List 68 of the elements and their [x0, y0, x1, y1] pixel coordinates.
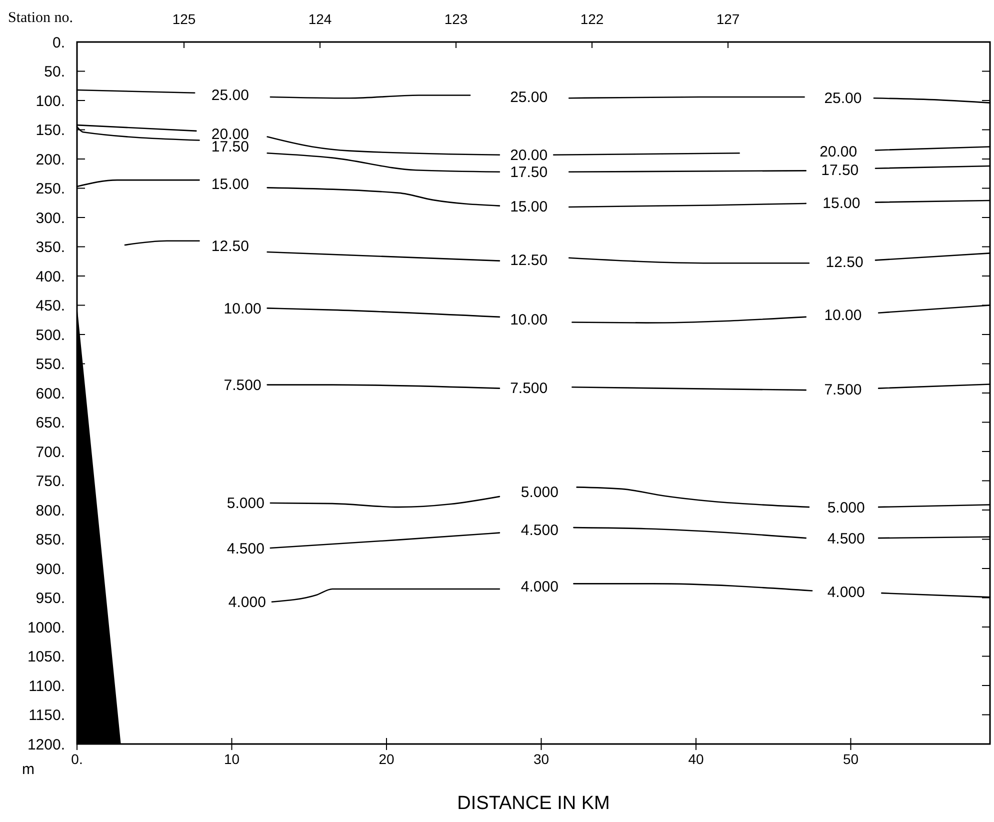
x-tick-label: 50 — [842, 751, 859, 767]
y-tick-label: 500. — [36, 326, 65, 344]
series-label: 7.500 — [224, 377, 262, 394]
y-tick-label: 950. — [36, 590, 65, 607]
text: 4.000 — [520, 578, 558, 596]
y-tick-label: 800. — [36, 502, 65, 520]
y-tick-label: 350. — [36, 239, 65, 256]
text: 15.00 — [211, 176, 249, 193]
series-label: 17.50 — [510, 164, 548, 182]
text: 4.500 — [520, 522, 558, 540]
x-axis-title: DISTANCE IN KM — [457, 793, 610, 814]
y-tick-label: 750. — [36, 473, 65, 490]
y-tick-label: 1050. — [27, 648, 65, 666]
series-label: 15.00 — [510, 198, 548, 216]
series-label: 10.00 — [224, 300, 262, 318]
y-tick-label: 850. — [36, 532, 65, 548]
y-tick-label: 700. — [36, 444, 65, 461]
y-tick-label: 200. — [36, 151, 65, 168]
y-tick-label: 0. — [52, 34, 65, 52]
text: 125 — [172, 11, 196, 27]
text: 25.00 — [211, 87, 249, 104]
text: 123 — [444, 11, 468, 27]
x-tick-label: 0. — [71, 751, 83, 767]
y-tick-label: 650. — [36, 414, 65, 432]
text: 17.50 — [211, 138, 249, 156]
text: 7.500 — [824, 381, 862, 398]
text: 12.50 — [211, 238, 249, 256]
text: 4.000 — [827, 584, 865, 602]
y-tick-label: 150. — [36, 122, 65, 139]
text: 4.500 — [827, 530, 865, 548]
y-tick-label: 400. — [36, 268, 65, 286]
x-tick-label: 40 — [688, 751, 704, 767]
x-tick-label: 30 — [533, 751, 550, 767]
series-label: 12.50 — [510, 252, 548, 269]
y-tick-label: 100. — [36, 92, 65, 110]
y-axis-title: m — [22, 761, 34, 778]
text: 25.00 — [510, 89, 548, 106]
text: 124 — [308, 11, 332, 27]
text: 5.000 — [520, 484, 558, 501]
series-label: 4.000 — [228, 594, 266, 612]
y-tick-label: 300. — [36, 210, 65, 227]
y-tick-label: 1200. — [27, 736, 65, 754]
y-tick-label: 50. — [44, 64, 65, 80]
text: 15.00 — [822, 195, 860, 212]
text: 20.00 — [820, 143, 858, 160]
y-tick-label: 550. — [36, 356, 65, 373]
series-label: 4.500 — [226, 540, 264, 558]
text: 10.00 — [510, 311, 548, 328]
y-tick-label: 1100. — [28, 678, 65, 695]
text: 127 — [716, 11, 740, 27]
y-tick-label: 450. — [36, 298, 65, 314]
y-tick-label: 1000. — [27, 619, 65, 636]
text: 7.500 — [510, 380, 548, 398]
x2-axis-title: Station no. — [8, 10, 74, 26]
y-tick-label: 1150. — [28, 707, 65, 724]
y-tick-label: 900. — [36, 560, 65, 578]
x-tick-label: 20 — [378, 751, 394, 767]
text: 17.50 — [821, 162, 859, 179]
text: 10.00 — [824, 307, 862, 324]
text: 5.000 — [827, 499, 865, 516]
text: 122 — [580, 11, 604, 27]
y-tick-label: 600. — [36, 385, 65, 402]
series-label: 25.00 — [824, 90, 862, 107]
text: 12.50 — [826, 254, 864, 271]
series-label: 5.000 — [226, 495, 264, 512]
series-label: 20.00 — [510, 147, 548, 164]
y-tick-label: 250. — [36, 180, 65, 198]
x-tick-label: 10 — [224, 751, 240, 767]
